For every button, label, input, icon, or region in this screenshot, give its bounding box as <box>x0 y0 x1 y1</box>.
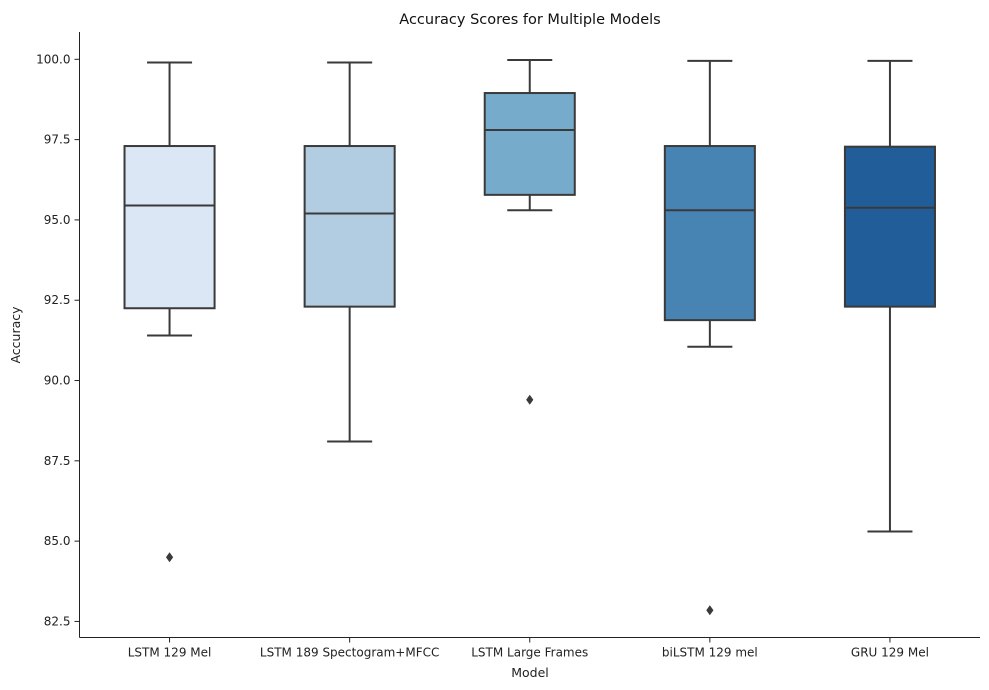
x-tick-label: biLSTM 129 mel <box>662 646 758 660</box>
y-axis: 82.5 85.0 87.5 90.0 92.5 95.0 97.5 100.0 <box>36 52 80 628</box>
y-tick-label: 85.0 <box>44 534 71 548</box>
y-axis-label: Accuracy <box>8 306 23 364</box>
outlier-point <box>526 394 534 405</box>
box-2 <box>303 61 396 443</box>
x-axis: LSTM 129 Mel LSTM 189 Spectogram+MFCC LSTM… <box>128 637 929 660</box>
iqr-box <box>303 145 396 308</box>
box-5 <box>843 59 936 533</box>
x-tick-label: GRU 129 Mel <box>851 646 929 660</box>
y-tick-label: 90.0 <box>44 374 71 388</box>
iqr-box <box>663 145 756 322</box>
x-axis-label: Model <box>511 665 549 680</box>
x-tick-label: LSTM Large Frames <box>471 646 588 660</box>
x-tick-label: LSTM 189 Spectogram+MFCC <box>260 646 439 660</box>
box-4 <box>663 59 756 616</box>
y-tick-label: 82.5 <box>44 614 71 628</box>
box-1 <box>123 61 216 563</box>
outlier-point <box>165 552 174 563</box>
y-tick-label: 97.5 <box>44 133 71 147</box>
y-tick-label: 95.0 <box>44 213 71 227</box>
outlier-point <box>706 605 714 616</box>
y-tick-label: 100.0 <box>36 52 70 66</box>
iqr-box <box>843 145 936 308</box>
box-3 <box>483 58 576 405</box>
iqr-box <box>483 92 576 196</box>
iqr-box <box>123 145 216 310</box>
boxes-layer <box>123 58 936 616</box>
y-tick-label: 87.5 <box>44 454 71 468</box>
chart-title: Accuracy Scores for Multiple Models <box>399 12 660 28</box>
y-tick-label: 92.5 <box>44 293 71 307</box>
x-tick-label: LSTM 129 Mel <box>128 646 212 660</box>
